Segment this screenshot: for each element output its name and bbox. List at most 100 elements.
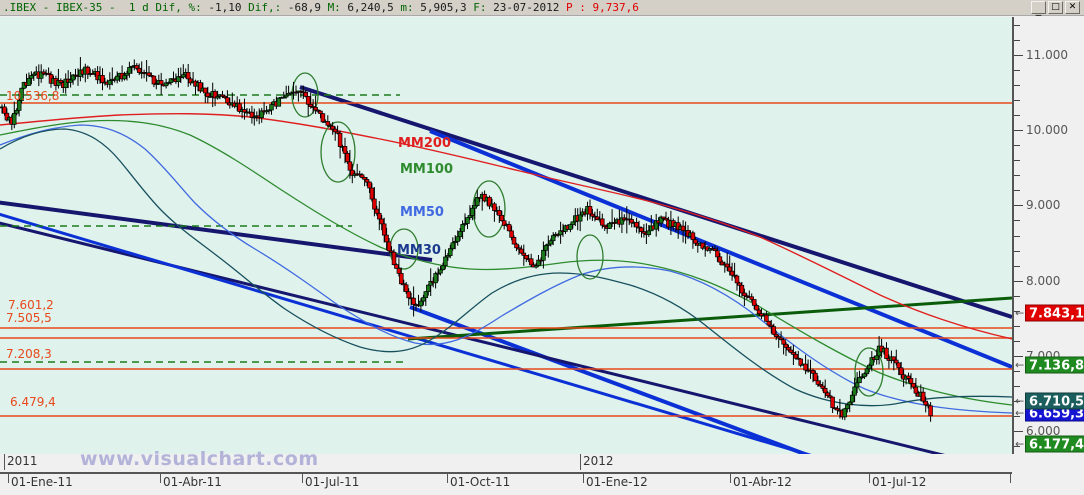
maximize-button[interactable]: □ [1048,1,1063,14]
level-label-4: 6.479,4 [10,395,56,409]
date-tick [1010,474,1011,483]
price-tag-78431[interactable]: 7.843,1 [1025,304,1084,322]
ma-line-mm30 [0,128,1012,407]
price-axis-label: 11.000 [1026,47,1068,62]
trendline-group-navy [0,85,1012,319]
ma-line-mm200 [0,112,1012,340]
price-tick [1014,114,1020,116]
watermark: www.visualchart.com [80,448,319,470]
price-axis-label: 10.000 [1026,123,1068,138]
chart-plot-area[interactable]: 10.536,8 7.601,2 7.505,5 7.208,3 6.479,4… [0,17,1012,454]
ma-label-mm200: MM200 [398,136,452,151]
price-tick [1014,340,1020,342]
price-tick [1014,175,1020,177]
price-tick [1014,39,1020,41]
dashed-green-levels [0,94,404,363]
title-segment-13: F: [473,1,487,14]
price-tick [1014,69,1020,71]
price-tick [1014,24,1020,26]
price-tick [1014,235,1020,237]
price-tick [1014,295,1020,297]
year-label: 2012 [583,454,614,468]
price-axis-label: 8.000 [1026,273,1061,288]
title-segment-16: 9,737,6 [585,1,639,14]
price-tick [1014,130,1023,132]
date-tick [8,474,9,483]
ma-line-mm100 [0,119,1012,406]
price-tick [1014,84,1020,86]
level-label-3: 7.208,3 [6,347,52,361]
date-axis-label: 01-Jul-12 [872,475,927,489]
date-tick [447,474,448,483]
price-tag-arrow-1: ← [1015,358,1025,372]
date-axis-label: 01-Ene-11 [11,475,73,489]
annotation-ellipses [291,72,884,397]
price-tick [1014,160,1020,162]
price-tag-61774[interactable]: 6.177,4 [1025,435,1084,453]
ma-label-mm50: MM50 [400,205,444,220]
year-tick [4,454,5,470]
date-tick [869,474,870,483]
date-axis-label: 01-Abr-12 [733,475,792,489]
level-label-0: 10.536,8 [6,89,60,103]
title-segment-5: Dif, %: [155,1,202,14]
title-segment-11: m: [400,1,414,14]
price-tick [1014,446,1020,448]
chart-canvas [0,57,1012,454]
trendline-support-green [407,296,1012,341]
price-tick [1014,371,1020,373]
date-axis-label: 01-Ene-12 [586,475,648,489]
price-tag-arrow-3: ← [1015,406,1025,420]
date-axis-label: 01-Jul-11 [305,475,360,489]
price-tick [1014,99,1020,101]
level-label-1: 7.601,2 [8,298,54,312]
price-tick [1014,54,1023,56]
date-tick [583,474,584,483]
date-axis[interactable]: 2011 2012 01-Ene-11 01-Abr-11 01-Jul-11 01-Oc… [0,454,1084,495]
price-tick [1014,190,1020,192]
title-segment-8: -68,9 [281,1,328,14]
price-tick [1014,416,1020,418]
price-tick [1014,356,1023,358]
window-controls: _ □ ✕ [1031,1,1080,15]
price-tag-arrow-0: ← [1015,306,1025,320]
price-tick [1014,310,1020,312]
title-segment-15: P : [566,1,586,14]
close-button[interactable]: ✕ [1065,1,1080,14]
candlestick-series [0,57,933,422]
price-axis-label: 6.000 [1026,424,1061,439]
price-tick [1014,280,1023,282]
minimize-button[interactable]: _ [1031,1,1046,15]
quote-header-text: .IBEX - IBEX-35 - 1 d Dif, %: -1,10 Dif,… [3,0,639,16]
price-tick [1014,386,1020,388]
price-tick [1014,431,1023,433]
price-tick [1014,250,1020,252]
price-tick [1014,325,1020,327]
year-tick [580,454,581,470]
price-tick [1014,265,1020,267]
date-axis-label: 01-Oct-11 [450,475,511,489]
price-tag-67105[interactable]: 6.710,5 [1025,392,1084,410]
level-label-2: 7.505,5 [6,311,52,325]
price-axis[interactable]: 11.00010.0009.0008.0007.0006.000←7.843,1… [1012,17,1084,454]
date-tick [160,474,161,483]
title-segment-0: .IBEX [3,1,37,14]
ma-label-mm30: MM30 [397,243,441,258]
title-segment-10: 6,240,5 [340,1,401,14]
date-axis-label: 01-Abr-11 [163,475,222,489]
price-tick [1014,145,1020,147]
date-axis-line [0,472,1012,474]
price-tick [1014,220,1020,222]
year-label: 2011 [7,454,38,468]
window-titlebar: .IBEX - IBEX-35 - 1 d Dif, %: -1,10 Dif,… [0,0,1084,16]
title-segment-6: -1,10 [201,1,249,14]
price-tick [1014,401,1020,403]
title-segment-7: Dif,: [248,1,282,14]
title-segment-14: 23-07-2012 [486,1,567,14]
price-tag-arrow-2: ← [1015,394,1025,408]
price-axis-label: 9.000 [1026,198,1061,213]
price-tag-71368[interactable]: 7.136,8 [1025,356,1084,374]
title-segment-12: 5,905,3 [413,1,474,14]
date-tick [730,474,731,483]
